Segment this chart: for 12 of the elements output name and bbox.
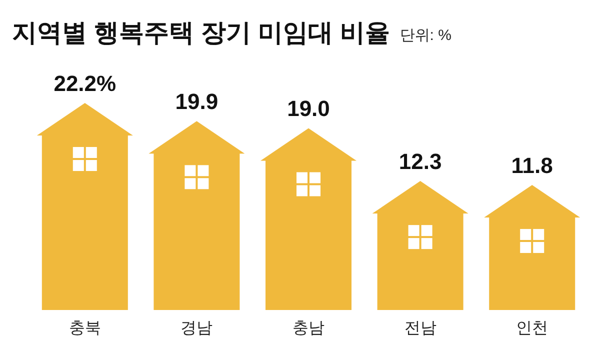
value-label: 19.0 <box>287 96 330 122</box>
value-label: 19.9 <box>175 89 218 114</box>
value-label: 22.2% <box>54 71 116 96</box>
category: 인천 <box>516 320 548 337</box>
title: 지역별 행복주택 장기 미임대 비율 <box>12 19 390 47</box>
category: 전남 <box>404 320 436 337</box>
value-label: 11.8 <box>511 152 553 178</box>
value-label: 12.3 <box>398 149 442 174</box>
subtitle: 단위: % <box>400 27 452 44</box>
category: 경남 <box>180 320 213 337</box>
category: 충북 <box>68 320 101 337</box>
category: 충남 <box>292 320 324 337</box>
